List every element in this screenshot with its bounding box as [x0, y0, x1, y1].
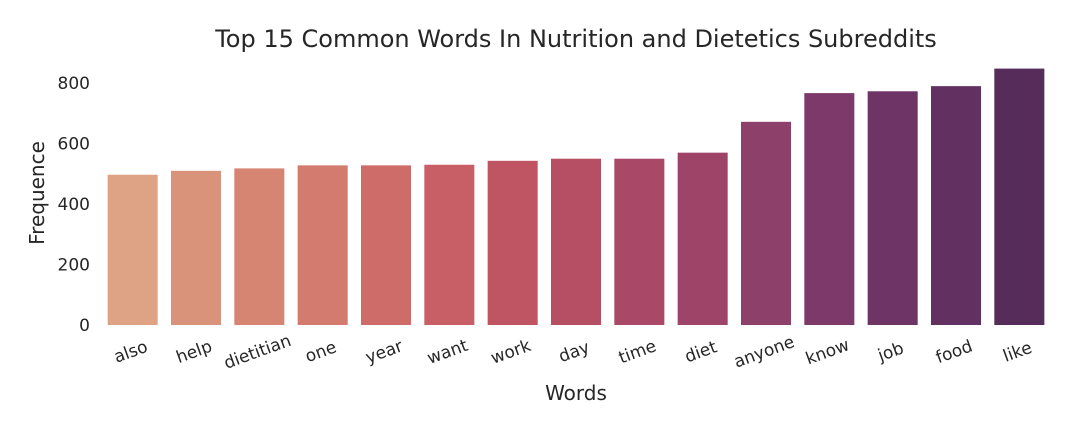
- x-tick-label: work: [488, 336, 534, 369]
- x-tick-label: food: [933, 336, 975, 368]
- bar-day: [550, 158, 602, 325]
- chart-title: Top 15 Common Words In Nutrition and Die…: [214, 25, 937, 53]
- y-tick-label: 600: [58, 135, 90, 155]
- bar-food: [930, 86, 982, 325]
- y-tick-label: 400: [58, 195, 90, 215]
- x-axis-ticks: also help dietitian one year want work day time d…: [111, 331, 1034, 374]
- bar-work: [487, 160, 538, 325]
- y-axis-label: Frequence: [25, 141, 49, 245]
- y-tick-label: 0: [79, 316, 90, 336]
- x-tick-label: help: [174, 337, 215, 368]
- x-axis-label: Words: [545, 381, 607, 405]
- bar-diet: [677, 152, 728, 325]
- y-tick-label: 200: [58, 256, 90, 276]
- bar-one: [297, 165, 348, 325]
- bar-help: [170, 170, 222, 325]
- bars-group: [107, 68, 1045, 325]
- x-tick-label: like: [1001, 338, 1035, 367]
- x-tick-label: diet: [682, 337, 720, 367]
- x-tick-label: also: [111, 337, 150, 368]
- x-tick-label: dietitian: [221, 331, 294, 374]
- bar-also: [107, 174, 158, 325]
- x-tick-label: day: [556, 338, 592, 367]
- bar-dietitian: [234, 168, 285, 325]
- x-tick-label: time: [616, 336, 659, 368]
- bar-job: [867, 91, 918, 325]
- x-tick-label: know: [803, 335, 852, 369]
- x-tick-label: anyone: [731, 332, 797, 372]
- y-axis-ticks: 0 200 400 600 800: [58, 74, 90, 336]
- bar-know: [804, 93, 855, 325]
- x-tick-label: year: [363, 336, 405, 368]
- bar-anyone: [740, 121, 792, 325]
- bar-want: [424, 164, 475, 325]
- x-tick-label: want: [425, 336, 471, 369]
- bar-year: [360, 165, 412, 325]
- bar-like: [994, 68, 1045, 325]
- y-tick-label: 800: [58, 74, 90, 94]
- bar-time: [614, 158, 665, 325]
- x-tick-label: one: [303, 337, 340, 367]
- x-tick-label: job: [874, 338, 906, 366]
